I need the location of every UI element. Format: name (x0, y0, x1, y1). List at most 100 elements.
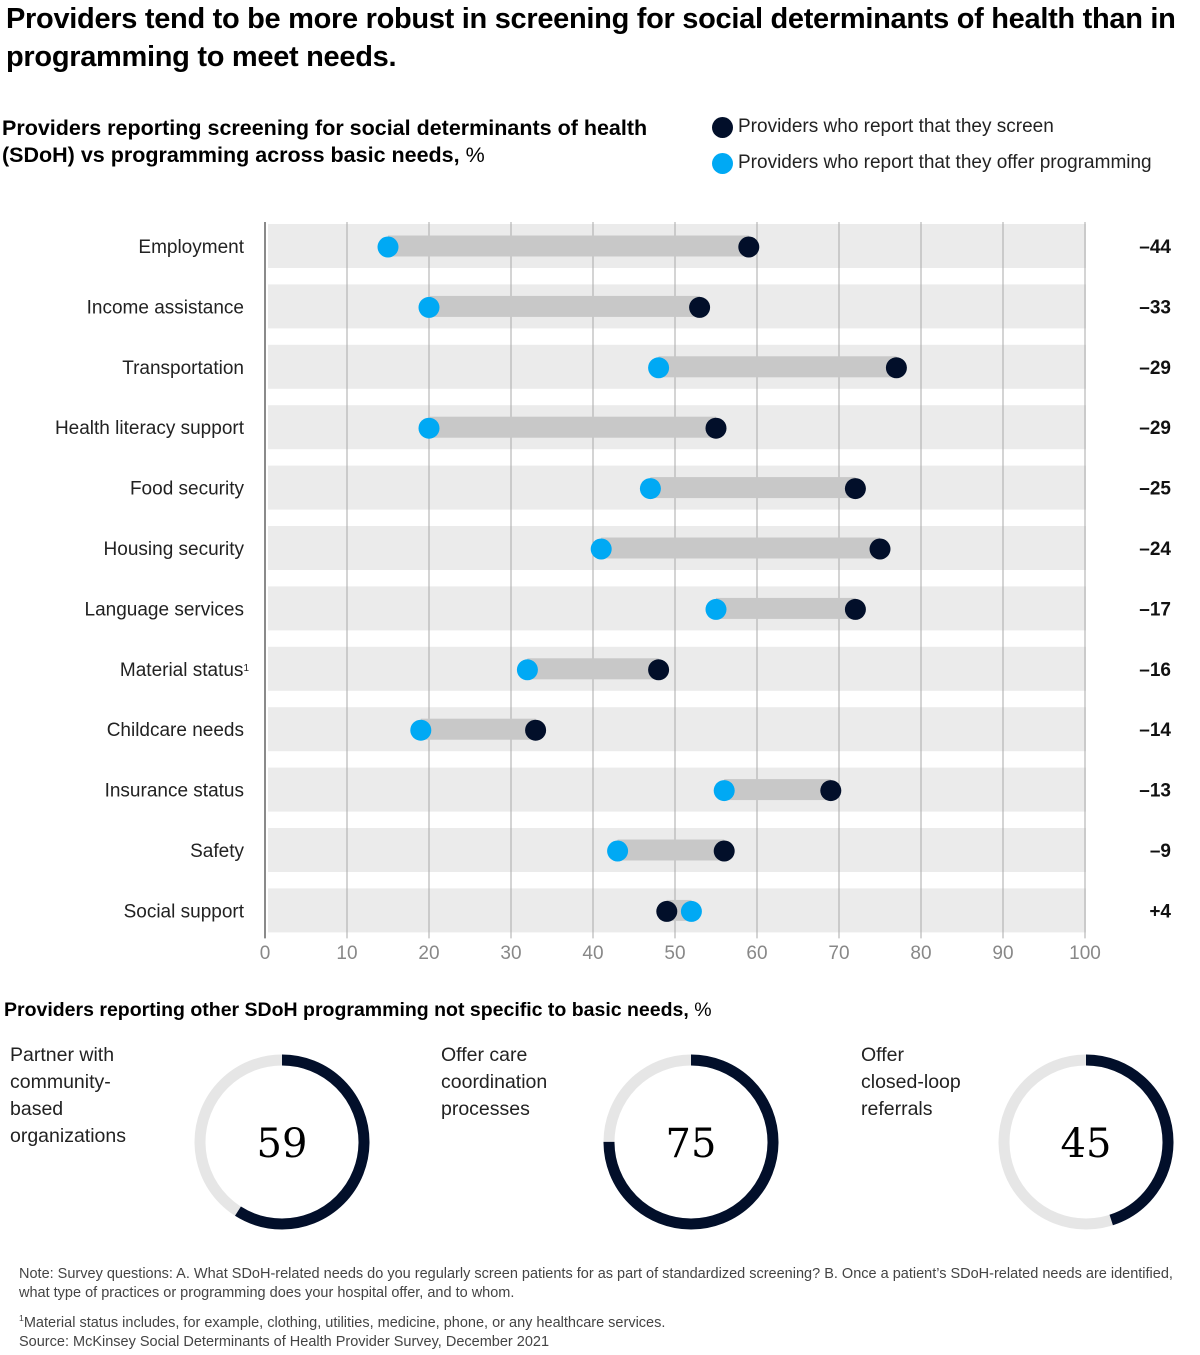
row-band (268, 707, 1086, 752)
dot-programming (418, 296, 440, 318)
x-tick-label: 90 (992, 943, 1013, 964)
dot-screen (844, 478, 866, 500)
row-band (268, 767, 1086, 812)
donut-label-line: closed-loop (861, 1071, 961, 1093)
connector-bar (601, 537, 880, 559)
legend-dot-programming-icon (712, 152, 733, 174)
source-text: Source: McKinsey Social Determinants of … (19, 1333, 550, 1350)
row-label: Material status1 (120, 660, 250, 681)
difference-label: –9 (1150, 841, 1171, 862)
connector-bar (716, 597, 856, 619)
dots (377, 236, 907, 922)
donut-value: 45 (1061, 1121, 1112, 1167)
x-tick-label: 50 (664, 943, 685, 964)
row-label: Transportation (122, 358, 244, 379)
row-label: Health literacy support (55, 418, 245, 439)
connector-bar (420, 718, 536, 740)
donut-value: 75 (666, 1121, 717, 1167)
row-label: Income assistance (87, 297, 244, 318)
legend-label-programming: Providers who report that they offer pro… (738, 152, 1152, 173)
donut-arc (603, 1054, 779, 1230)
donut-label-line: Offer care (441, 1044, 528, 1066)
connector-bar (658, 356, 897, 378)
legend-item-screen: Providers who report that they screen (712, 114, 1152, 140)
legend-label-screen: Providers who report that they screen (738, 116, 1054, 137)
donut-section-title: Providers reporting other SDoH programmi… (4, 999, 712, 1022)
dot-programming (590, 538, 612, 560)
donut-label: Offer care coordination processes (441, 1042, 581, 1123)
footnote-sup: 1 (243, 662, 249, 673)
donut-value: 59 (257, 1121, 308, 1167)
difference-labels: –44 –33 –29 –29 –25 –24 –17 –16 –14 –13 –9 +4 (1139, 237, 1171, 922)
x-tick-label: 70 (828, 943, 849, 964)
x-tick-label: 30 (500, 943, 521, 964)
connectors (388, 235, 897, 921)
dot-screen (525, 719, 547, 741)
dot-programming (648, 357, 670, 379)
connector-bar (650, 477, 856, 499)
footnote-text: Material status includes, for example, c… (23, 1314, 666, 1331)
row-label: Safety (190, 841, 244, 862)
connector-bar (724, 779, 831, 801)
donut-label: Partner with community-based organizations (10, 1042, 150, 1150)
difference-label: –25 (1139, 479, 1171, 500)
donut-label-line: Partner with (10, 1044, 115, 1066)
legend: Providers who report that they screen Pr… (712, 114, 1152, 186)
row-band (268, 646, 1086, 691)
legend-dot-screen-icon (712, 116, 733, 138)
dot-screen (820, 780, 842, 802)
donut-label-line: organizations (10, 1125, 126, 1147)
difference-label: –17 (1139, 599, 1171, 620)
dot-screen (705, 417, 727, 439)
row-label: Insurance status (105, 781, 244, 802)
donut-arc (194, 1054, 370, 1230)
donut-label-line: based (10, 1098, 64, 1120)
dot-programming (705, 598, 727, 620)
donut-label-line: community- (10, 1071, 111, 1093)
x-tick-label: 60 (746, 943, 767, 964)
difference-label: –16 (1139, 660, 1171, 681)
donut-arc (998, 1054, 1174, 1230)
x-tick-label: 10 (336, 943, 357, 964)
dot-programming (713, 780, 735, 802)
dot-programming (377, 236, 399, 258)
donut-label-line: Offer (861, 1044, 904, 1066)
note-text: Note: Survey questions: A. What SDoH-rel… (19, 1266, 1173, 1301)
connector-bar (429, 295, 700, 317)
row-label: Housing security (104, 539, 245, 560)
difference-label: –13 (1139, 781, 1171, 802)
legend-item-programming: Providers who report that they offer pro… (712, 150, 1152, 176)
dot-screen (844, 598, 866, 620)
dot-screen (885, 357, 907, 379)
dot-programming (680, 900, 702, 922)
donut-label-line: processes (441, 1098, 530, 1120)
dot-screen (656, 900, 678, 922)
donut-label: Offer closed-loop referrals (861, 1042, 1001, 1123)
difference-label: –44 (1139, 237, 1171, 258)
dumbbell-chart: Employment Income assistance Transportatio… (55, 222, 1171, 964)
chart-subtitle: Providers reporting screening for social… (2, 115, 702, 169)
row-label: Employment (138, 237, 244, 258)
difference-label: –29 (1139, 358, 1171, 379)
difference-label: –33 (1139, 297, 1171, 318)
row-label: Food security (130, 479, 245, 500)
dot-screen (869, 538, 891, 560)
chart-subtitle-unit: % (459, 143, 485, 167)
dot-screen (648, 659, 670, 681)
dot-screen (738, 236, 760, 258)
difference-label: +4 (1149, 901, 1171, 922)
chart-headline: Providers tend to be more robust in scre… (6, 3, 1176, 73)
connector-bar (388, 235, 749, 257)
row-label: Childcare needs (107, 720, 244, 741)
dot-screen (713, 840, 735, 862)
donut-section-title-unit: % (688, 999, 712, 1021)
connector-bar (429, 416, 716, 438)
chart-subtitle-text: Providers reporting screening for social… (2, 116, 648, 167)
dot-screen (689, 296, 711, 318)
row-bands (268, 224, 1086, 933)
gridlines (346, 222, 1086, 939)
difference-label: –24 (1139, 539, 1171, 560)
footnote-mark: 1 (19, 1313, 24, 1323)
donut-label-line: referrals (861, 1098, 933, 1120)
x-tick-labels: 0 10 20 30 40 50 60 70 80 90 100 (260, 943, 1101, 964)
